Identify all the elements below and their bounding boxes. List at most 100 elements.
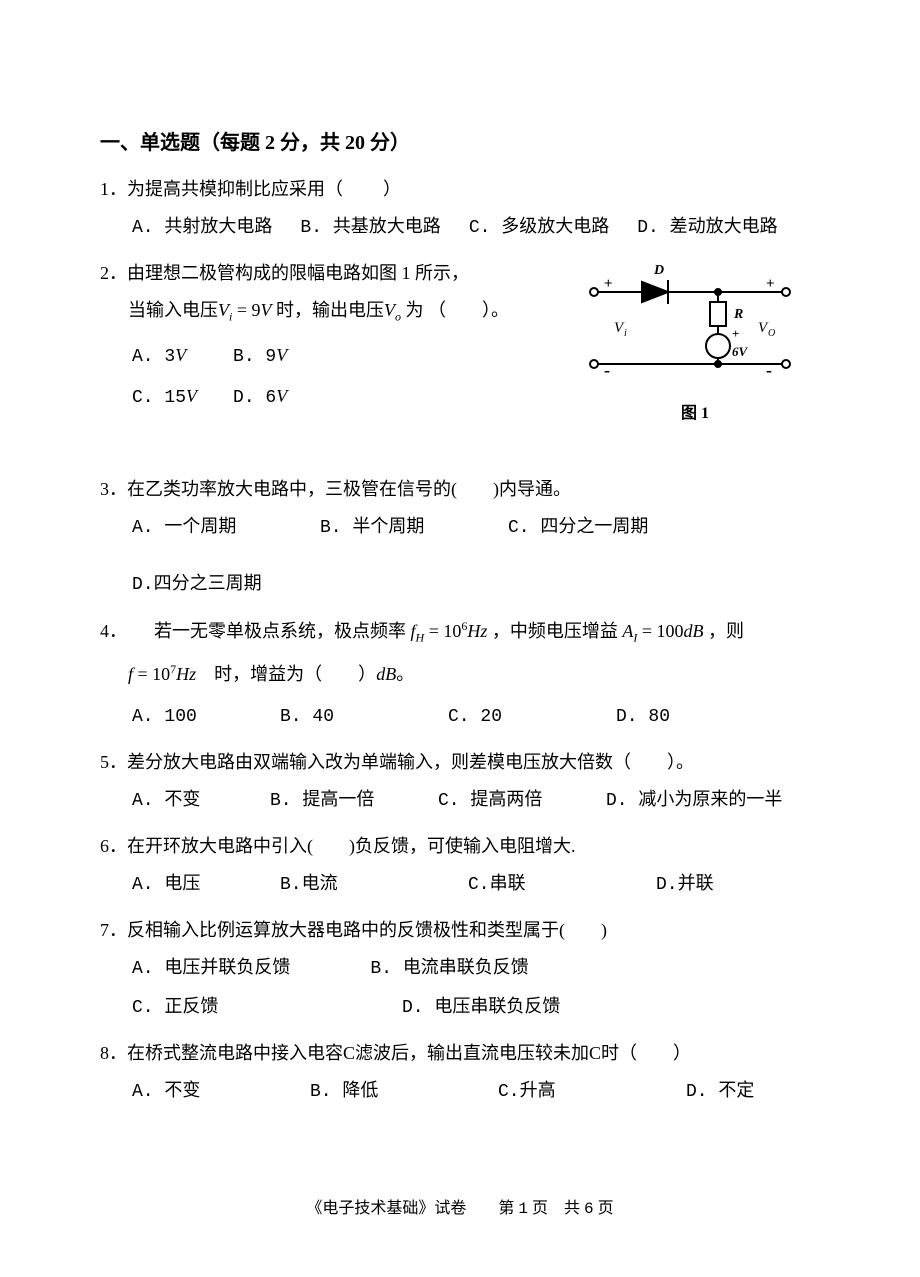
q4-db1: dB [684, 621, 704, 641]
question-4: 4． 若一无零单极点系统，极点频率 fH = 106Hz ，中频电压增益 AI … [100, 617, 820, 732]
q1-opt-a-text: 共射放大电路 [164, 216, 272, 236]
section-heading: 一、单选题（每题 2 分，共 20 分） [100, 128, 820, 158]
q8-opt-c: C.升高 [498, 1077, 658, 1106]
q8-opt-a-text: 不变 [164, 1080, 200, 1100]
q6-opt-b-text: 电流 [302, 873, 338, 893]
q5-stem: 5．差分放大电路由双端输入改为单端输入，则差模电压放大倍数（ ）。 [100, 749, 820, 776]
figure-1: D R + 6V + - + - V i V O 图 1 [580, 258, 810, 426]
q3-stem: 3．在乙类功率放大电路中，三极管在信号的( )内导通。 [100, 476, 820, 503]
q7-opt-d-text: 电压串联负反馈 [434, 996, 560, 1016]
svg-text:O: O [768, 328, 775, 339]
source-label: 6V [732, 344, 749, 359]
q3-opt-a: A. 一个周期 [132, 513, 292, 542]
question-3: 3．在乙类功率放大电路中，三极管在信号的( )内导通。 A. 一个周期 B. 半… [100, 476, 820, 599]
question-1: 1．为提高共模抑制比应采用（ ） A. 共射放大电路 B. 共基放大电路 C. … [100, 176, 820, 242]
q7-opt-d: D. 电压串联负反馈 [402, 993, 560, 1022]
q4-opt-c-text: 20 [480, 707, 502, 727]
q4-f-val: = 10 [133, 664, 170, 684]
q5-opt-d: D. 减小为原来的一半 [606, 786, 782, 815]
footer-pc: 页 [598, 1200, 614, 1217]
q7-opt-a: A. 电压并联负反馈 [132, 954, 290, 983]
q2-opt-b: B. 9V [233, 336, 323, 377]
q6-options: A. 电压 B.电流 C.串联 D.并联 [100, 870, 820, 899]
q3-options: A. 一个周期 B. 半个周期 C. 四分之一周期 D.四分之三周期 [100, 513, 820, 599]
page-footer: 《电子技术基础》试卷 第 1 页 共 6 页 [0, 1197, 920, 1221]
q4-opt-b: B. 40 [280, 702, 420, 731]
q1-opt-d: D. 差动放大电路 [637, 213, 777, 242]
q6-opt-c: C.串联 [468, 870, 628, 899]
q5-opt-b: B. 提高一倍 [270, 786, 410, 815]
q6-opt-c-text: 串联 [490, 873, 526, 893]
q3-opt-a-text: 一个周期 [164, 516, 236, 536]
footer-page-total: 6 [584, 1200, 594, 1218]
svg-text:+: + [766, 276, 775, 292]
q2-stem-2c: 为 （ ）。 [401, 300, 509, 320]
q2-opt-a: A. 3V [132, 336, 233, 377]
q1-options: A. 共射放大电路 B. 共基放大电路 C. 多级放大电路 D. 差动放大电路 [100, 213, 820, 242]
q7-stem: 7．反相输入比例运算放大器电路中的反馈极性和类型属于( ) [100, 917, 820, 944]
q7-opt-a-text: 电压并联负反馈 [164, 957, 290, 977]
diode-label: D [653, 263, 664, 278]
q4-l2c: 。 [396, 664, 414, 684]
q2-opt-b-unit: V [276, 345, 287, 365]
q2-opt-d-unit: V [276, 386, 287, 406]
q4-l1c: ，则 [704, 621, 745, 641]
q4-l1a: 4． 若一无零单极点系统，极点频率 [100, 621, 411, 641]
q3-opt-c-text: 四分之一周期 [540, 516, 648, 536]
q8-opt-d-text: 不定 [718, 1080, 754, 1100]
q2-opt-c-unit: V [186, 386, 197, 406]
q7-opt-c-text: 正反馈 [164, 996, 218, 1016]
q4-opt-d-text: 80 [648, 707, 670, 727]
q4-l1b: ，中频电压增益 [487, 621, 622, 641]
q6-opt-b: B.电流 [280, 870, 440, 899]
q2-opt-b-val: 9 [265, 347, 276, 367]
q8-opt-b: B. 降低 [310, 1077, 470, 1106]
q2-stem-2b: 时，输出电压 [272, 300, 385, 320]
svg-text:i: i [624, 328, 627, 339]
q1-opt-a: A. 共射放大电路 [132, 213, 272, 242]
q2-opt-a-val: 3 [164, 347, 175, 367]
q8-stem: 8．在桥式整流电路中接入电容C滤波后，输出直流电压较未加C时（ ） [100, 1040, 820, 1067]
q6-opt-d: D.并联 [656, 870, 714, 899]
question-7: 7．反相输入比例运算放大器电路中的反馈极性和类型属于( ) A. 电压并联负反馈… [100, 917, 820, 1022]
q1-blank [343, 179, 383, 199]
question-8: 8．在桥式整流电路中接入电容C滤波后，输出直流电压较未加C时（ ） A. 不变 … [100, 1040, 820, 1106]
q4-fh-val: = 10 [424, 621, 461, 641]
q5-opt-a: A. 不变 [132, 786, 242, 815]
q1-opt-b-text: 共基放大电路 [333, 216, 441, 236]
q2-opt-d: D. 6V [233, 377, 323, 418]
q4-opt-a-text: 100 [164, 707, 196, 727]
q1-stem-a: 1．为提高共模抑制比应采用（ [100, 179, 343, 199]
question-6: 6．在开环放大电路中引入( )负反馈，可使输入电阻增大. A. 电压 B.电流 … [100, 833, 820, 899]
q2-opt-c-val: 15 [164, 388, 186, 408]
q2-opt-c: C. 15V [132, 377, 233, 418]
q1-opt-b: B. 共基放大电路 [300, 213, 440, 242]
q5-opt-c-text: 提高两倍 [470, 789, 542, 809]
q5-opt-d-text: 减小为原来的一半 [638, 789, 782, 809]
exam-page: 一、单选题（每题 2 分，共 20 分） 1．为提高共模抑制比应采用（ ） A.… [0, 0, 920, 1277]
q4-options: A. 100 B. 40 C. 20 D. 80 [100, 702, 820, 731]
q8-opt-a: A. 不变 [132, 1077, 282, 1106]
q4-opt-d: D. 80 [616, 702, 670, 731]
q7-opt-b-text: 电流串联负反馈 [403, 957, 529, 977]
q3-opt-d-text: 四分之三周期 [154, 573, 262, 593]
q7-opt-b: B. 电流串联负反馈 [370, 954, 528, 983]
q2-v-unit: V [261, 300, 272, 320]
q8-opt-c-text: 升高 [520, 1080, 556, 1100]
q2-opt-d-val: 6 [265, 388, 276, 408]
svg-text:-: - [766, 360, 772, 380]
svg-text:+: + [604, 276, 613, 292]
q5-options: A. 不变 B. 提高一倍 C. 提高两倍 D. 减小为原来的一半 [100, 786, 820, 815]
q4-ai-val: = 100 [637, 621, 683, 641]
q3-opt-d: D.四分之三周期 [132, 570, 292, 599]
q6-stem: 6．在开环放大电路中引入( )负反馈，可使输入电阻增大. [100, 833, 820, 860]
q8-opt-d: D. 不定 [686, 1077, 754, 1106]
q6-opt-a: A. 电压 [132, 870, 252, 899]
q4-db2: dB [376, 664, 396, 684]
q3-opt-b: B. 半个周期 [320, 513, 480, 542]
question-5: 5．差分放大电路由双端输入改为单端输入，则差模电压放大倍数（ ）。 A. 不变 … [100, 749, 820, 815]
q4-opt-c: C. 20 [448, 702, 588, 731]
q5-opt-a-text: 不变 [164, 789, 200, 809]
q3-opt-c: C. 四分之一周期 [508, 513, 668, 542]
footer-course: 《电子技术基础》试卷 [306, 1200, 466, 1217]
